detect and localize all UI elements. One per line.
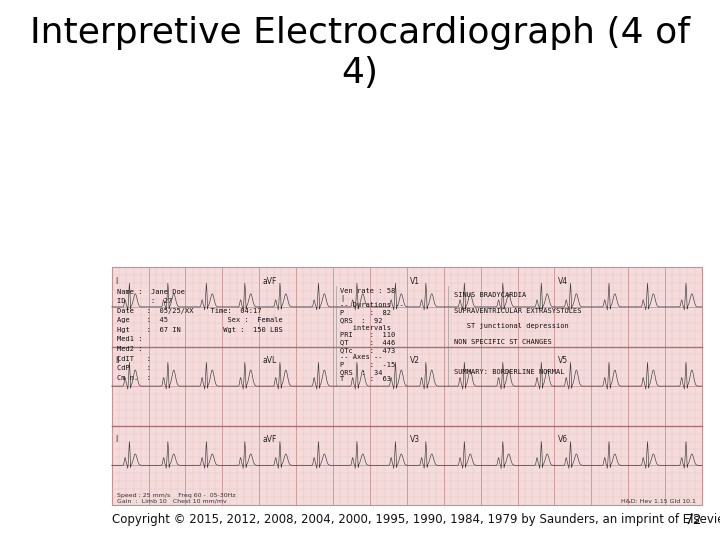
Text: Interpretive Electrocardiograph (4 of
4): Interpretive Electrocardiograph (4 of 4) [30,16,690,90]
Text: NON SPECIFIC ST CHANGES: NON SPECIFIC ST CHANGES [454,339,552,345]
Text: II: II [115,356,120,365]
Text: V4: V4 [558,277,568,286]
Text: QRS  :  92: QRS : 92 [341,317,383,323]
Text: Hgt    :  67 IN          Wgt :  150 LBS: Hgt : 67 IN Wgt : 150 LBS [117,327,283,333]
Text: Gain  :  Limb 10   Chest 10 mm/mv: Gain : Limb 10 Chest 10 mm/mv [117,499,227,504]
Text: I: I [115,435,117,444]
Text: aVL: aVL [263,356,277,365]
Text: V3: V3 [410,435,420,444]
Text: T      :  63: T : 63 [341,376,391,382]
Text: SUPRAVENTRICULAR EXTRASYSTOLES: SUPRAVENTRICULAR EXTRASYSTOLES [454,308,581,314]
Text: SINUS BRADYCARDIA: SINUS BRADYCARDIA [454,293,526,299]
Text: QTc    :  473: QTc : 473 [341,347,395,353]
Text: aVF: aVF [263,435,277,444]
Text: -- Axes --: -- Axes -- [341,354,383,360]
Text: intervals: intervals [341,325,391,330]
Text: Speed : 25 mm/s    Freq 60 -  05-30Hz: Speed : 25 mm/s Freq 60 - 05-30Hz [117,494,236,498]
Text: P      :  -15: P : -15 [341,362,395,368]
Text: Name :  Jane Doe: Name : Jane Doe [117,289,185,295]
Text: V2: V2 [410,356,420,365]
Text: PRI    :  110: PRI : 110 [341,332,395,338]
Text: V1: V1 [410,277,420,286]
Text: CdIT   :: CdIT : [117,355,151,361]
Text: H&D: Hev 1.15 Gld 10.1: H&D: Hev 1.15 Gld 10.1 [621,499,696,504]
Text: QRS  :  34: QRS : 34 [341,369,383,375]
Text: aVF: aVF [263,277,277,286]
Text: Ven rate : 58: Ven rate : 58 [341,288,395,294]
Text: |: | [341,294,345,301]
Bar [112,267,702,505]
Text: QT     :  446: QT : 446 [341,340,395,346]
Text: Med1 :: Med1 : [117,336,143,342]
Text: V6: V6 [558,435,568,444]
Text: -- Durations --: -- Durations -- [341,302,404,308]
Text: Age    :  45              Sex :  Female: Age : 45 Sex : Female [117,318,283,323]
Text: I: I [115,277,117,286]
Text: ID      :  27: ID : 27 [117,299,173,305]
Text: Copyright © 2015, 2012, 2008, 2004, 2000, 1995, 1990, 1984, 1979 by Saunders, an: Copyright © 2015, 2012, 2008, 2004, 2000… [112,514,720,526]
Bar [112,286,702,386]
Text: 72: 72 [685,512,702,526]
Text: ST junctional depression: ST junctional depression [454,323,569,329]
Text: Date   :  05/25/XX    Time:  04:17: Date : 05/25/XX Time: 04:17 [117,308,262,314]
Text: V5: V5 [558,356,568,365]
Text: Cm n.  :: Cm n. : [117,375,151,381]
Text: SUMMARY: BORDERLINE NORMAL: SUMMARY: BORDERLINE NORMAL [454,369,564,375]
Text: P      :  82: P : 82 [341,310,391,316]
Text: Med2 :: Med2 : [117,346,143,352]
Text: CdP    :: CdP : [117,365,151,371]
